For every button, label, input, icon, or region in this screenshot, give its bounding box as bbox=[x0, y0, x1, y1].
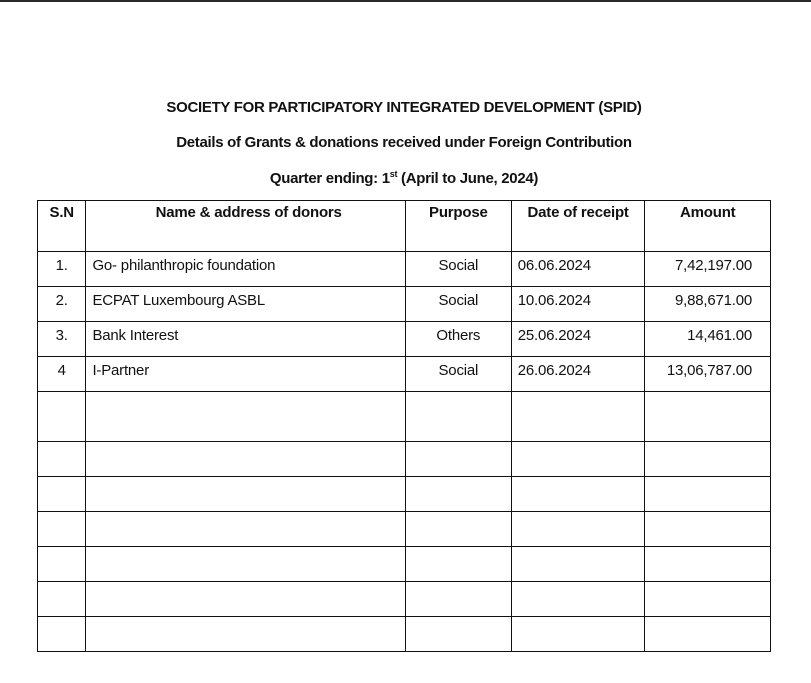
cell-sn: 3. bbox=[36, 321, 87, 357]
quarter-line: Quarter ending: 1st (April to June, 2024… bbox=[0, 169, 808, 187]
cell-date: 06.06.2024 bbox=[510, 251, 646, 287]
cell-sn: 2. bbox=[36, 286, 87, 322]
empty-cell bbox=[85, 511, 406, 547]
empty-cell bbox=[85, 476, 406, 512]
cell-date: 26.06.2024 bbox=[510, 356, 646, 392]
empty-table-row bbox=[36, 616, 771, 652]
cell-purpose: Social bbox=[404, 356, 512, 392]
empty-cell bbox=[404, 511, 512, 547]
empty-cell bbox=[85, 391, 406, 442]
empty-cell bbox=[644, 511, 771, 547]
empty-cell bbox=[85, 546, 406, 582]
empty-table-row bbox=[36, 391, 771, 442]
table-row: 1. Go- philanthropic foundation Social 06.0… bbox=[36, 251, 771, 287]
table-row: 2. ECPAT Luxembourg ASBL Social 10.06.2024 9… bbox=[36, 286, 771, 322]
cell-name: Go- philanthropic foundation bbox=[85, 251, 406, 287]
empty-cell bbox=[85, 441, 406, 477]
empty-cell bbox=[510, 546, 646, 582]
empty-cell bbox=[404, 581, 512, 617]
donations-table: S.N Name & address of donors Purpose Dat… bbox=[36, 200, 771, 652]
empty-table-row bbox=[36, 581, 771, 617]
cell-date: 10.06.2024 bbox=[510, 286, 646, 322]
empty-cell bbox=[404, 546, 512, 582]
empty-cell bbox=[36, 616, 87, 652]
empty-cell bbox=[644, 616, 771, 652]
empty-cell bbox=[644, 581, 771, 617]
quarter-ordinal: st bbox=[389, 169, 398, 179]
column-header-date: Date of receipt bbox=[510, 200, 646, 252]
empty-table-row bbox=[36, 441, 771, 477]
column-header-amount: Amount bbox=[644, 200, 771, 252]
empty-cell bbox=[36, 391, 87, 442]
empty-cell bbox=[36, 511, 87, 547]
empty-cell bbox=[510, 441, 646, 477]
empty-cell bbox=[36, 581, 87, 617]
cell-sn: 1. bbox=[36, 251, 87, 287]
column-header-sn: S.N bbox=[36, 200, 87, 252]
empty-cell bbox=[510, 616, 646, 652]
empty-cell bbox=[644, 546, 771, 582]
cell-amount: 9,88,671.00 bbox=[644, 286, 771, 322]
empty-cell bbox=[36, 441, 87, 477]
empty-cell bbox=[404, 441, 512, 477]
window-top-border bbox=[0, 0, 811, 2]
quarter-period: (April to June, 2024) bbox=[397, 170, 539, 187]
column-header-donor: Name & address of donors bbox=[85, 200, 406, 252]
cell-purpose: Social bbox=[404, 251, 512, 287]
organization-title: SOCIETY FOR PARTICIPATORY INTEGRATED DEV… bbox=[166, 99, 642, 116]
empty-cell bbox=[510, 581, 646, 617]
table-header-row: S.N Name & address of donors Purpose Dat… bbox=[36, 200, 771, 252]
cell-amount: 7,42,197.00 bbox=[644, 251, 771, 287]
empty-cell bbox=[644, 391, 771, 442]
empty-cell bbox=[510, 511, 646, 547]
cell-sn: 4 bbox=[36, 356, 87, 392]
empty-table-row bbox=[36, 511, 771, 547]
document-subtitle: Details of Grants & donations received u… bbox=[176, 134, 632, 151]
cell-purpose: Social bbox=[404, 286, 512, 322]
empty-cell bbox=[404, 616, 512, 652]
cell-amount: 13,06,787.00 bbox=[644, 356, 771, 392]
cell-name: ECPAT Luxembourg ASBL bbox=[85, 286, 406, 322]
table-row: 3. Bank Interest Others 25.06.2024 14,461.00 bbox=[36, 321, 771, 357]
cell-purpose: Others bbox=[404, 321, 512, 357]
table-row: 4 I-Partner Social 26.06.2024 13,06,787.00 bbox=[36, 356, 771, 392]
cell-name: I-Partner bbox=[85, 356, 406, 392]
empty-cell bbox=[85, 581, 406, 617]
cell-name: Bank Interest bbox=[85, 321, 406, 357]
empty-cell bbox=[85, 616, 406, 652]
empty-table-row bbox=[36, 476, 771, 512]
empty-cell bbox=[510, 476, 646, 512]
empty-cell bbox=[36, 546, 87, 582]
empty-cell bbox=[644, 441, 771, 477]
empty-cell bbox=[644, 476, 771, 512]
empty-table-row bbox=[36, 546, 771, 582]
empty-cell bbox=[36, 476, 87, 512]
cell-amount: 14,461.00 bbox=[644, 321, 771, 357]
cell-date: 25.06.2024 bbox=[510, 321, 646, 357]
empty-cell bbox=[404, 391, 512, 442]
quarter-prefix: Quarter ending: 1 bbox=[269, 170, 390, 187]
empty-cell bbox=[404, 476, 512, 512]
column-header-purpose: Purpose bbox=[404, 200, 512, 252]
empty-cell bbox=[510, 391, 646, 442]
